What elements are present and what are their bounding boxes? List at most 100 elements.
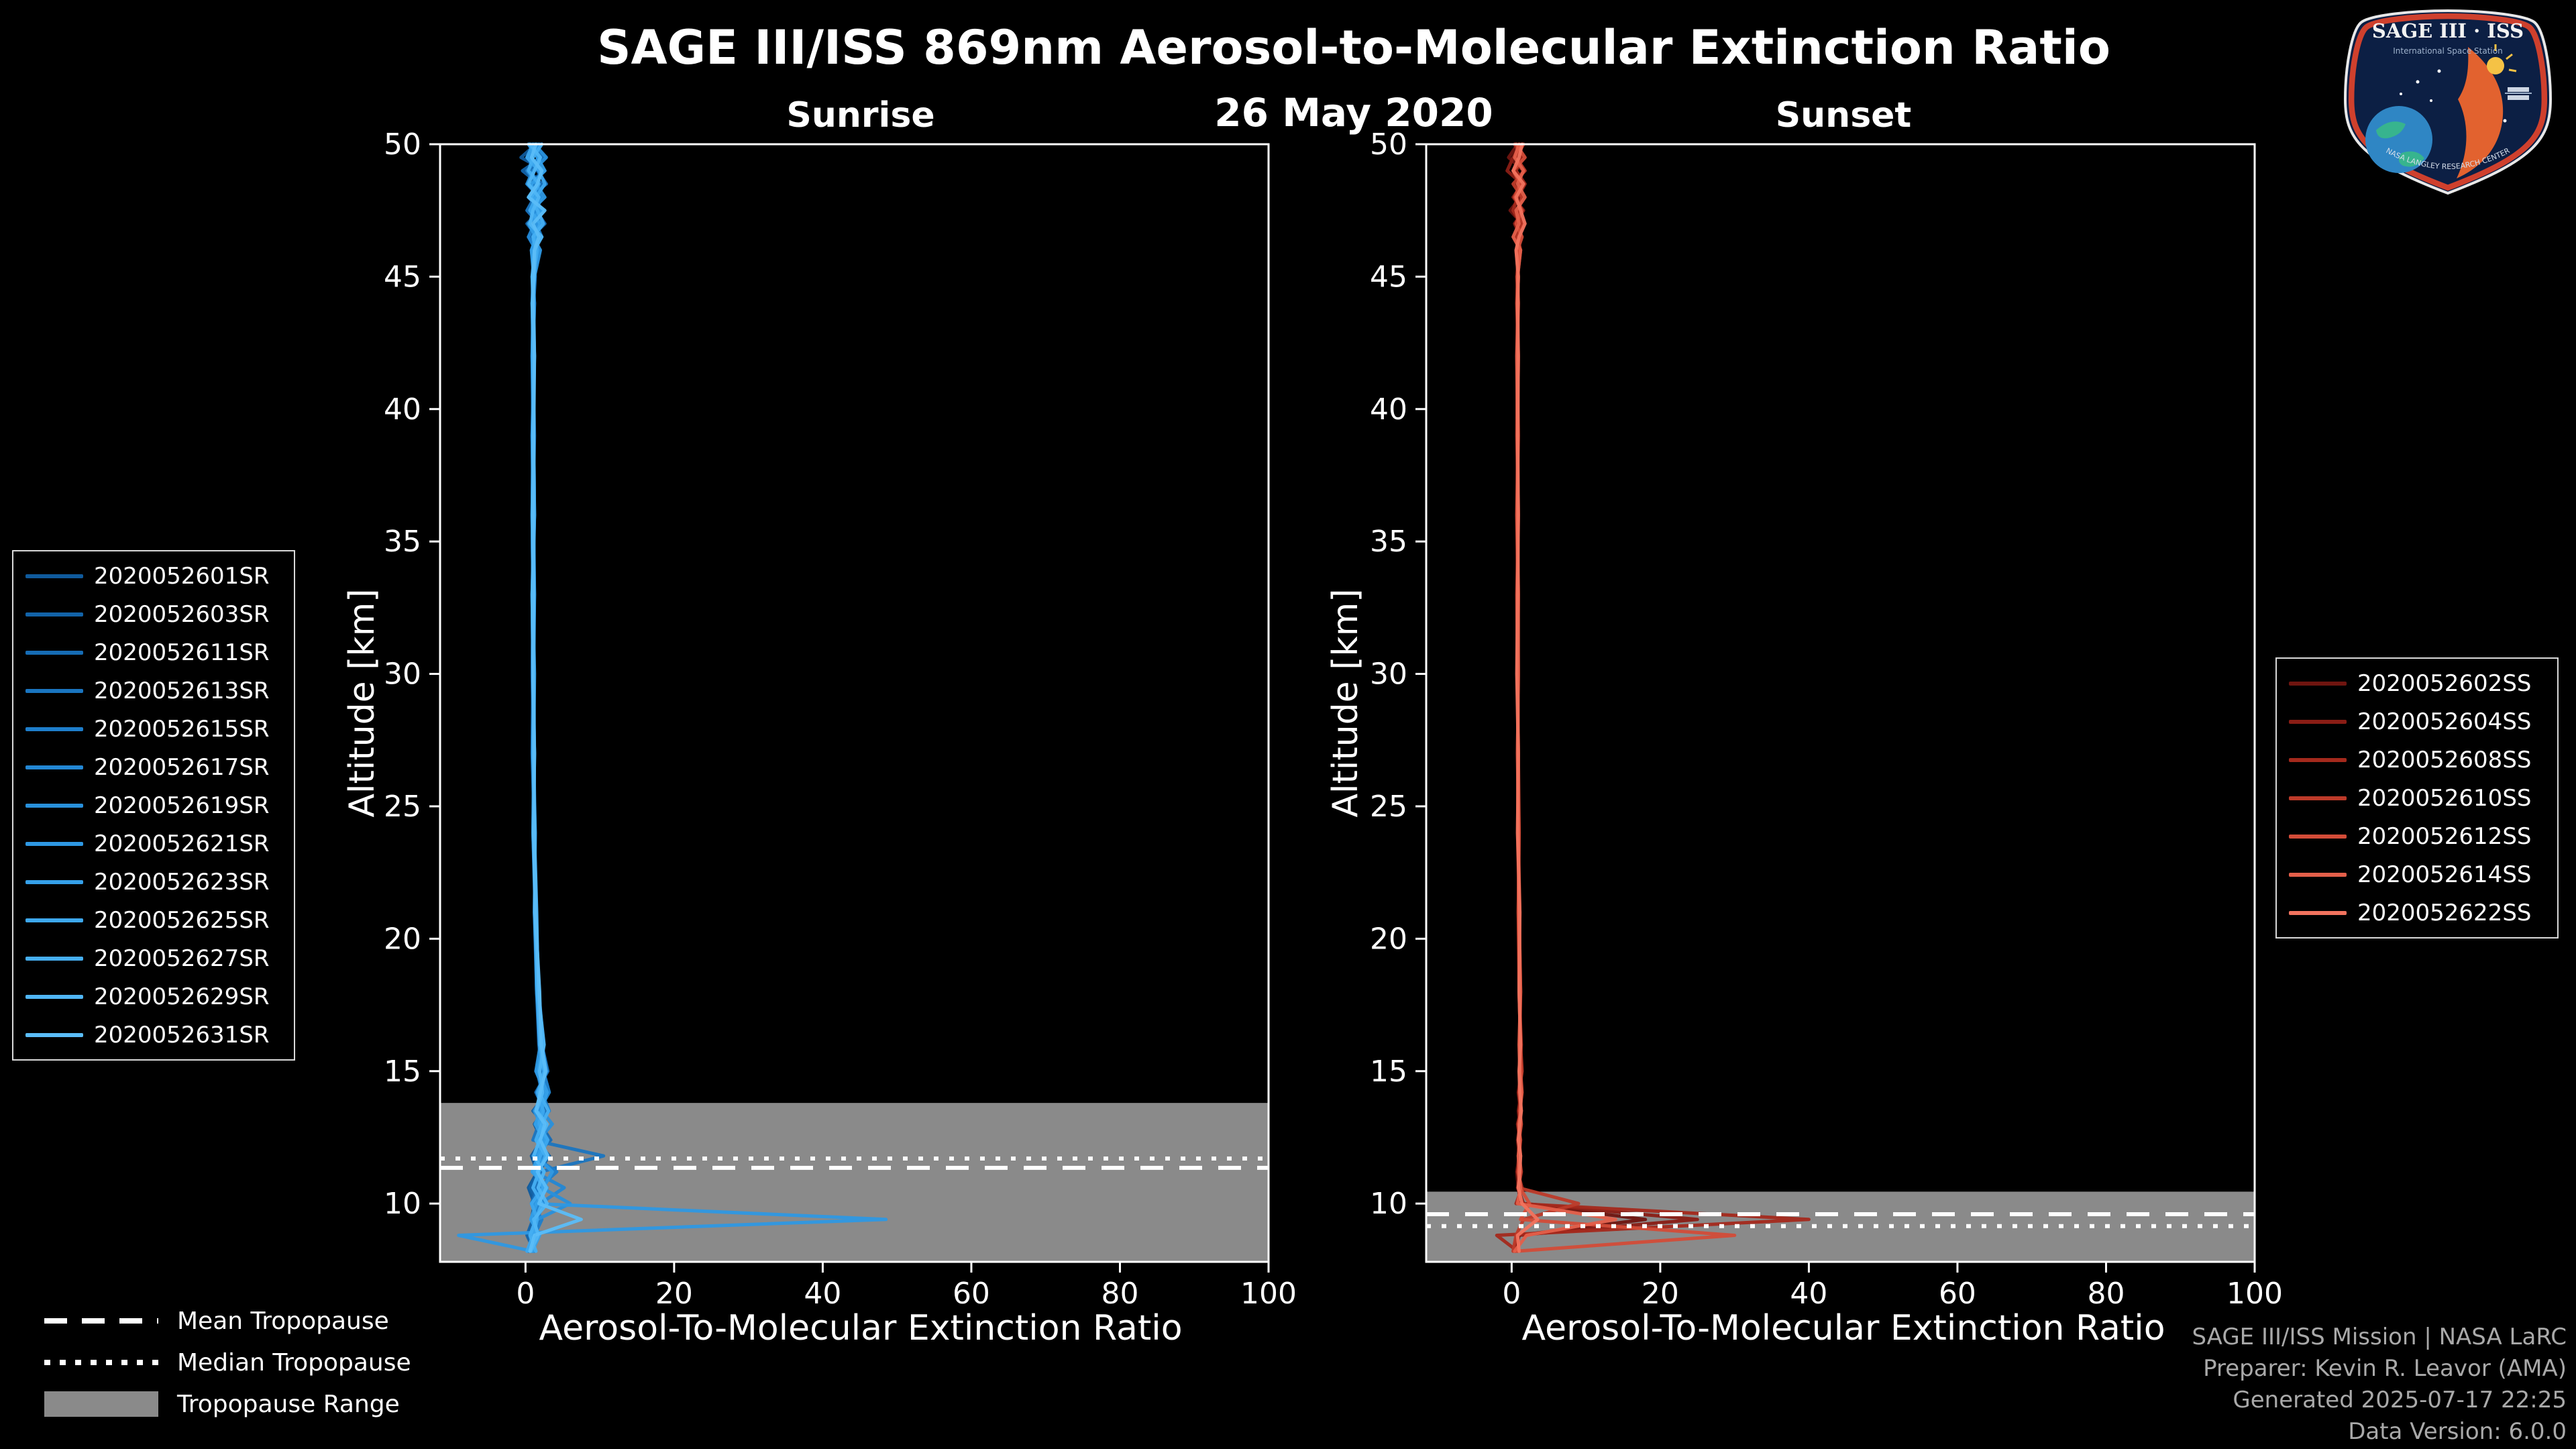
legend-item: 2020052613SR (25, 676, 282, 706)
legend-label: 2020052631SR (94, 1021, 270, 1049)
profile-line (527, 142, 583, 1253)
legend-line-sample (2289, 719, 2347, 724)
y-tick-label: 50 (384, 127, 421, 162)
legend-item: 2020052612SS (2289, 821, 2545, 851)
x-tick-label: 40 (1790, 1277, 1827, 1311)
legend-label: 2020052621SR (94, 830, 270, 857)
legend-label: 2020052614SS (2357, 861, 2532, 888)
legend-item: 2020052604SS (2289, 706, 2545, 737)
legend-label: 2020052612SS (2357, 822, 2532, 850)
plot-area (440, 144, 1269, 1262)
legend-line-sample (25, 574, 83, 578)
legend-item: 2020052622SS (2289, 898, 2545, 928)
legend-line-sample (25, 956, 83, 961)
sage-iss-logo: SAGE III · ISS International Space Stati… (2343, 9, 2553, 195)
legend-item: 2020052631SR (25, 1020, 282, 1050)
x-tick-label: 100 (2226, 1277, 2283, 1311)
legend-item: 2020052625SR (25, 905, 282, 935)
legend-line-sample (25, 1032, 83, 1037)
date-subtitle: 26 May 2020 (1214, 90, 1493, 136)
legend-item: 2020052603SR (25, 599, 282, 629)
tropopause-range-legend-item: Tropopause Range (44, 1390, 411, 1418)
legend-line-sample (2289, 757, 2347, 762)
sunset-panel-title: Sunset (1775, 95, 1912, 136)
legend-label: 2020052613SR (94, 677, 270, 704)
legend-item: 2020052611SR (25, 637, 282, 667)
legend-label: 2020052625SR (94, 906, 270, 934)
y-tick-label: 40 (1370, 392, 1407, 427)
legend-item: 2020052621SR (25, 828, 282, 859)
logo-subtitle: International Space Station (2393, 46, 2502, 56)
legend-item: 2020052602SS (2289, 668, 2545, 698)
median-tropopause-label: Median Tropopause (177, 1348, 411, 1377)
credits-block: SAGE III/ISS Mission | NASA LaRC Prepare… (2192, 1322, 2567, 1448)
legend-line-sample (2289, 681, 2347, 686)
y-tick-label: 30 (1370, 657, 1407, 692)
plot-border (1425, 143, 2256, 1263)
y-tick-label: 50 (1370, 127, 1407, 162)
logo-earth-icon (2365, 106, 2432, 173)
y-tick-label: 30 (384, 657, 421, 692)
legend-label: 2020052602SS (2357, 669, 2532, 697)
logo-sun-figure-icon (2457, 44, 2517, 178)
credit-line: Generated 2025-07-17 22:25 (2233, 1387, 2567, 1413)
credit-line: Preparer: Kevin R. Leavor (AMA) (2203, 1355, 2567, 1382)
legend-item: 2020052619SR (25, 790, 282, 820)
legend-label: 2020052608SS (2357, 746, 2532, 773)
legend-label: 2020052629SR (94, 983, 270, 1010)
credit-line: SAGE III/ISS Mission | NASA LaRC (2192, 1324, 2567, 1350)
mean-tropopause-label: Mean Tropopause (177, 1307, 389, 1335)
range-patch-sample (44, 1391, 158, 1417)
legend-label: 2020052603SR (94, 600, 270, 628)
logo-iss-icon (2505, 87, 2532, 100)
legend-item: 2020052601SR (25, 561, 282, 591)
sunset-x-axis-label: Aerosol-To-Molecular Extinction Ratio (1521, 1308, 2165, 1348)
sunrise-legend: 2020052601SR 2020052603SR 2020052611SR 2020… (12, 550, 295, 1061)
y-tick-label: 35 (1370, 525, 1407, 559)
y-tick-label: 35 (384, 525, 421, 559)
sunset-legend: 2020052602SS 2020052604SS 2020052608SS 2020… (2275, 657, 2559, 938)
legend-line-sample (2289, 910, 2347, 915)
legend-label: 2020052617SR (94, 753, 270, 781)
dotted-line-sample (44, 1360, 158, 1365)
legend-line-sample (2289, 834, 2347, 839)
legend-label: 2020052623SR (94, 868, 270, 896)
sunrise-panel-title: Sunrise (786, 95, 935, 136)
legend-item: 2020052615SR (25, 714, 282, 744)
legend-line-sample (25, 688, 83, 693)
legend-item: 2020052610SS (2289, 783, 2545, 813)
y-tick-label: 45 (384, 260, 421, 294)
dashed-line-sample (44, 1318, 158, 1324)
y-tick-label: 15 (384, 1055, 421, 1089)
legend-label: 2020052610SS (2357, 784, 2532, 812)
x-tick-label: 60 (953, 1277, 990, 1311)
legend-line-sample (2289, 796, 2347, 800)
x-tick-label: 20 (655, 1277, 693, 1311)
x-tick-label: 100 (1240, 1277, 1297, 1311)
profile-line (1511, 142, 1540, 1253)
legend-label: 2020052622SS (2357, 899, 2532, 926)
y-tick-label: 10 (1370, 1187, 1407, 1221)
logo-title: SAGE III · ISS (2372, 19, 2524, 42)
legend-line-sample (2289, 872, 2347, 877)
sunrise-y-axis-label: Altitude [km] (342, 588, 382, 818)
plot-area (1426, 144, 2255, 1262)
plot-border (439, 143, 1270, 1263)
y-tick-label: 25 (384, 790, 421, 824)
legend-item: 2020052614SS (2289, 859, 2545, 890)
legend-item: 2020052617SR (25, 752, 282, 782)
x-tick-label: 0 (1502, 1277, 1521, 1311)
legend-label: 2020052611SR (94, 639, 270, 666)
y-tick-label: 15 (1370, 1055, 1407, 1089)
legend-line-sample (25, 727, 83, 731)
x-tick-label: 80 (1101, 1277, 1138, 1311)
tropopause-range-label: Tropopause Range (177, 1390, 400, 1418)
legend-line-sample (25, 612, 83, 616)
logo-red-ring (2348, 13, 2548, 191)
tropopause-range-band (1426, 1191, 2255, 1262)
legend-line-sample (25, 994, 83, 999)
sunrise-x-axis-label: Aerosol-To-Molecular Extinction Ratio (539, 1308, 1183, 1348)
legend-line-sample (25, 803, 83, 808)
y-tick-label: 10 (384, 1187, 421, 1221)
legend-line-sample (25, 841, 83, 846)
